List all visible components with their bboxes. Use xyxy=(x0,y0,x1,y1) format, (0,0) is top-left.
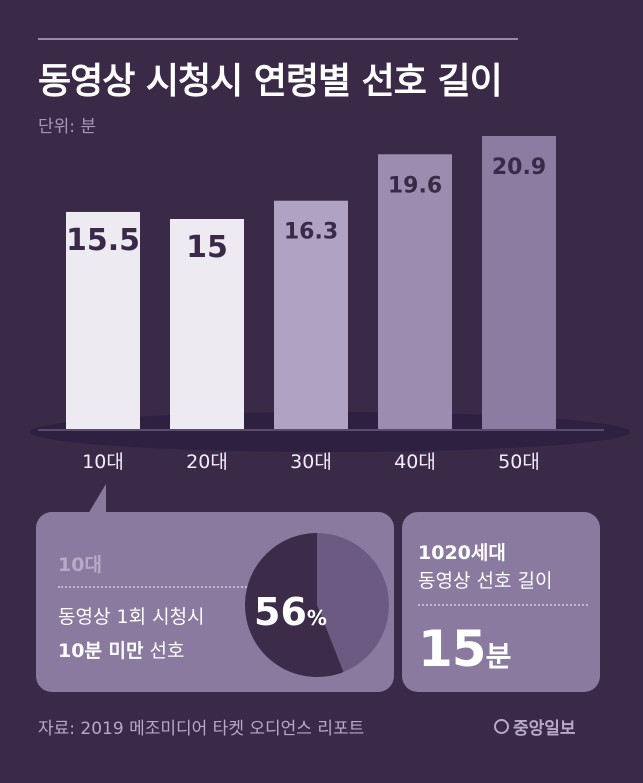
bar-5 xyxy=(482,136,556,430)
bar-value-label: 15.5 xyxy=(66,223,140,258)
summary-generation: 1020세대 xyxy=(418,542,506,564)
callout-line2-bold: 10분 미만 xyxy=(58,640,144,662)
bar-1 xyxy=(66,211,140,430)
top-rule xyxy=(38,38,518,40)
bar-3 xyxy=(274,200,348,430)
bar-value-label: 19.6 xyxy=(388,173,442,198)
source-text: 자료: 2019 메조미디어 타켓 오디언스 리포트 xyxy=(38,719,365,739)
callout-line2: 10분 미만 선호 xyxy=(58,636,185,663)
publisher-logo: 중앙일보 xyxy=(494,714,576,739)
category-label: 10대 xyxy=(82,451,124,473)
callout-age: 10대 xyxy=(58,554,102,576)
pie-percent-sign: % xyxy=(306,606,327,630)
callout-pointer xyxy=(88,484,106,514)
callout-line2-rest: 선호 xyxy=(143,640,185,662)
chart-title: 동영상 시청시 연령별 선호 길이 xyxy=(38,61,503,102)
bar-4 xyxy=(378,154,452,430)
bar-chart: 15.5 10대 15 20대 16.3 30대 19.6 40대 20.9 50대 xyxy=(30,136,630,473)
category-label: 20대 xyxy=(186,451,228,473)
bar-value-label: 20.9 xyxy=(492,155,546,180)
bar-value-label: 15 xyxy=(186,230,228,265)
pie-percent: 56% xyxy=(254,590,327,634)
summary-value: 15분 xyxy=(418,620,512,678)
summary-unit: 분 xyxy=(485,640,512,673)
summary-panel: 1020세대 동영상 선호 길이 15분 xyxy=(402,512,600,692)
category-label: 50대 xyxy=(498,451,540,473)
dotted-divider xyxy=(418,604,588,606)
logo-circle-icon xyxy=(494,719,509,734)
summary-number: 15 xyxy=(418,620,487,678)
logo-text: 중앙일보 xyxy=(513,719,576,739)
summary-description: 동영상 선호 길이 xyxy=(418,570,553,592)
category-label: 30대 xyxy=(290,451,332,473)
pie-percent-value: 56 xyxy=(254,590,307,634)
pie-main-slice xyxy=(245,533,344,677)
category-label: 40대 xyxy=(394,451,436,473)
bar-value-label: 16.3 xyxy=(284,220,338,245)
teen-callout-panel: 10대 동영상 1회 시청시 10분 미만 선호 56% xyxy=(36,484,394,692)
pie-chart xyxy=(245,533,389,677)
callout-line1: 동영상 1회 시청시 xyxy=(58,606,205,628)
unit-label: 단위: 분 xyxy=(38,117,97,137)
bar-2 xyxy=(170,218,244,430)
dotted-divider xyxy=(58,586,270,588)
